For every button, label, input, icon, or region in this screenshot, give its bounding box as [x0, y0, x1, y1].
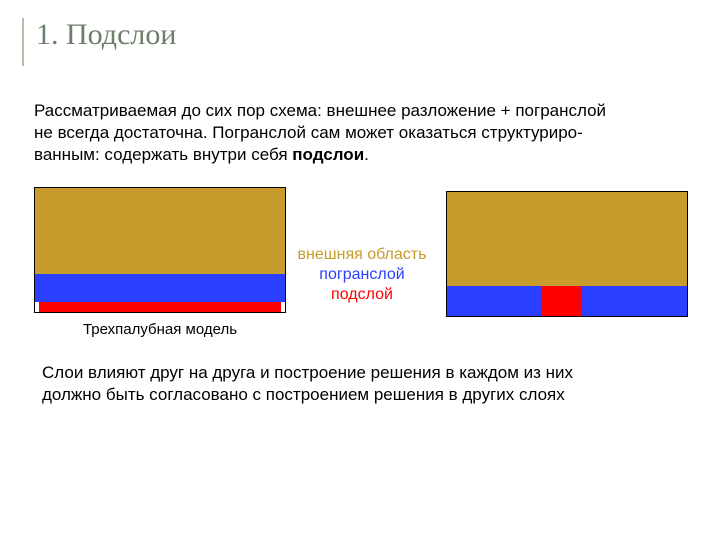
boundary-segment: [581, 286, 687, 316]
left-diagram-column: Трехпалубная модель: [34, 187, 286, 338]
layer-outer: [447, 192, 687, 286]
layer-outer: [35, 188, 285, 274]
layer-boundary-row: [447, 286, 687, 316]
boundary-segment: [447, 286, 541, 316]
right-layer-stack: [446, 191, 688, 317]
diagram-row: Трехпалубная модель внешняя область погра…: [34, 187, 688, 338]
slide: 1. Подслои Рассматриваемая до сих пор сх…: [0, 0, 720, 540]
title-rule: [22, 18, 24, 66]
right-diagram-column: [446, 187, 688, 317]
bold-term-sublayers: подслои: [292, 145, 364, 164]
page-title: 1. Подслои: [36, 18, 688, 52]
embedded-sublayer: [541, 286, 581, 316]
legend-item: внешняя область: [286, 247, 438, 263]
layer-boundary: [35, 274, 285, 302]
left-diagram-caption: Трехпалубная модель: [34, 321, 286, 338]
legend-item: подслой: [286, 287, 438, 303]
legend-item: погранслой: [286, 267, 438, 283]
left-layer-stack: [34, 187, 286, 313]
legend: внешняя область погранслой подслой: [286, 187, 438, 307]
closing-paragraph: Слои влияют друг на друга и построение р…: [42, 362, 688, 406]
intro-paragraph: Рассматриваемая до сих пор схема: внешне…: [34, 100, 688, 165]
layer-sublayer: [35, 302, 285, 312]
